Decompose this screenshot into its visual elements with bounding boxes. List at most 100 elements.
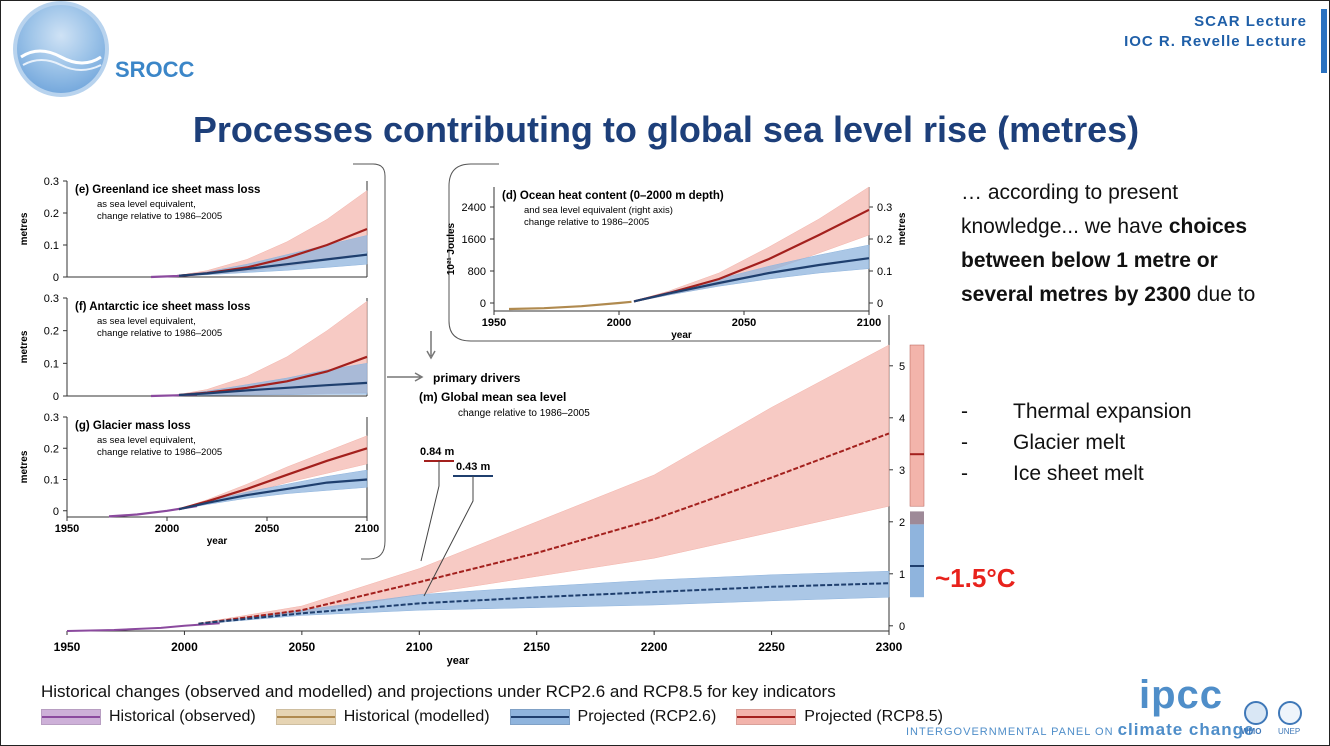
wmo-label: WMO (1241, 727, 1262, 736)
y-axis-label-right: metres (897, 212, 908, 245)
bullet-item: - Thermal expansion (961, 400, 1192, 423)
y-tick-label: 0 (480, 298, 486, 310)
y-tick-label: 0 (53, 391, 59, 403)
y-tick-label: 3 (899, 465, 905, 477)
bullet-item: - Glacier melt (961, 431, 1126, 454)
right-text-tail: due to (1196, 283, 1256, 306)
x-tick-label: 2200 (641, 640, 668, 654)
sea-level-figure: primary drivers (m) Global mean sea leve… (19, 163, 925, 667)
wmo-logo-icon (1244, 701, 1268, 725)
header-lecture-2: IOC R. Revelle Lecture (1124, 33, 1307, 50)
y-tick-label: 0.3 (44, 176, 59, 188)
panel-title: (e) Greenland ice sheet mass loss (75, 184, 260, 196)
line-projected-rcp2-6- (178, 478, 368, 511)
panel-g: 0 0.1 0.2 0.3 1950 2000 2050 2100 (g) Glacier ma… (19, 412, 379, 547)
figure-caption: Historical changes (observed and modelle… (41, 682, 836, 701)
panel-subtitle: change relative to 1986–2005 (97, 211, 222, 222)
panel-subtitle: and sea level equivalent (right axis) (524, 205, 673, 216)
panel-subtitle: change relative to 1986–2005 (97, 328, 222, 339)
srocc-logo-text: SROCC (115, 57, 195, 82)
legend-item-rcp85: Projected (RCP8.5) (736, 708, 943, 726)
right-text-block: … according to present knowledge... we h… (961, 176, 1281, 312)
panel-title: (f) Antarctic ice sheet mass loss (75, 301, 250, 313)
val2-leader (423, 476, 474, 597)
y-tick-label: 4 (899, 413, 905, 425)
gmsl-title: (m) Global mean sea level (419, 390, 566, 404)
y-axis-label: 10²¹ Joules (446, 222, 457, 275)
y-right-tick-label: 0.3 (877, 202, 892, 214)
y-tick-label: 0.2 (44, 208, 59, 220)
line-projected-rcp2-6- (178, 381, 368, 397)
x-tick-label: 2100 (857, 317, 881, 329)
y-tick-label: 2 (899, 517, 905, 529)
x-tick-label: 2000 (607, 317, 631, 329)
legend-item-hist-mod: Historical (modelled) (275, 708, 490, 726)
line-projected-rcp2-6- (198, 582, 890, 625)
panel-subtitle: change relative to 1986–2005 (97, 447, 222, 458)
band-projected-rcp2-6- (178, 235, 368, 277)
line-projected-rcp8-5- (178, 447, 368, 511)
x-tick-label: 2100 (406, 640, 433, 654)
right-text-line1: … according to present knowledge... we h… (961, 181, 1179, 238)
panel-d: 0 800 1600 2400 0 0.1 0.2 0.3 1950 2000 2050 2100 (d… (446, 186, 908, 341)
x-axis-label: year (207, 536, 228, 547)
primary-drivers-label: primary drivers (433, 371, 521, 385)
x-tick-label: 1950 (55, 523, 79, 535)
edge-accent-bar (1321, 9, 1327, 73)
down-arrow (426, 331, 436, 360)
legend-item-rcp26: Projected (RCP2.6) (509, 708, 716, 726)
panel-subtitle: as sea level equivalent, (97, 435, 196, 446)
y-axis-label: metres (19, 450, 30, 483)
side-bars: metres (909, 344, 925, 598)
ocean-panel-bracket (448, 163, 881, 342)
y-tick-label: 0 (53, 272, 59, 284)
panel-title: (g) Glacier mass loss (75, 420, 191, 432)
panel-e: 0 0.1 0.2 0.3 (e) Greenland ice sheet mass l… (19, 176, 368, 284)
line-projected-rcp2-6- (633, 257, 870, 303)
x-tick-label: 2050 (289, 640, 316, 654)
panel-subtitle: change relative to 1986–2005 (524, 217, 649, 228)
panel-subtitle: as sea level equivalent, (97, 199, 196, 210)
val1-leader (420, 461, 440, 562)
y-axis-label: metres (19, 330, 30, 363)
unep-label: UNEP (1278, 727, 1301, 736)
x-tick-label: 2300 (876, 640, 903, 654)
header-lecture-1: SCAR Lecture (1194, 13, 1307, 30)
right-text-bold: choices between below 1 metre or several… (961, 215, 1248, 306)
bullet-list: - Thermal expansion - Glacier melt - Ice sh… (961, 396, 1192, 489)
x-tick-label: 2050 (732, 317, 756, 329)
panel-title: (d) Ocean heat content (0–2000 m depth) (502, 190, 724, 202)
line-projected-rcp2-6- (178, 253, 368, 277)
srocc-logo-icon (13, 1, 109, 97)
side-bar-rcp85 (909, 344, 925, 507)
x-tick-label: 2250 (758, 640, 785, 654)
x-tick-label: 2100 (355, 523, 379, 535)
ipcc-logo: ipcc (1139, 673, 1224, 717)
x-tick-label: 2000 (171, 640, 198, 654)
val1-label: 0.84 m (420, 446, 454, 458)
unep-logo-icon (1278, 701, 1302, 725)
y-tick-label: 2400 (462, 202, 486, 214)
x-tick-label: 2050 (255, 523, 279, 535)
legend-item-hist-obs: Historical (observed) (41, 708, 256, 726)
right-arrow (387, 372, 424, 382)
line-projected-rcp8-5- (198, 432, 890, 625)
bullet-item: - Ice sheet melt (961, 462, 1144, 485)
y-tick-label: 0.2 (44, 326, 59, 338)
line-historical-modelled- (508, 300, 632, 311)
y-tick-label: 0.1 (44, 240, 59, 252)
y-tick-label: 0.2 (44, 443, 59, 455)
side-bar-rcp26 (910, 524, 924, 598)
line-historical-observed- (66, 622, 220, 632)
x-tick-label: 2000 (155, 523, 179, 535)
y-right-tick-label: 0.1 (877, 266, 892, 278)
panel-subtitle: as sea level equivalent, (97, 316, 196, 327)
panel-m: 0 1 2 3 4 5 1950 2000 2050 2100 2150 2200 2250 2300 ye… (54, 315, 905, 667)
y-tick-label: 800 (468, 266, 486, 278)
x-axis-label: year (447, 655, 470, 667)
ipcc-subtitle: INTERGOVERNMENTAL PANEL ON climate chang… (906, 720, 1255, 739)
x-tick-label: 2150 (523, 640, 550, 654)
val2-label: 0.43 m (456, 461, 490, 473)
y-tick-label: 0 (53, 506, 59, 518)
y-right-tick-label: 0.2 (877, 234, 892, 246)
